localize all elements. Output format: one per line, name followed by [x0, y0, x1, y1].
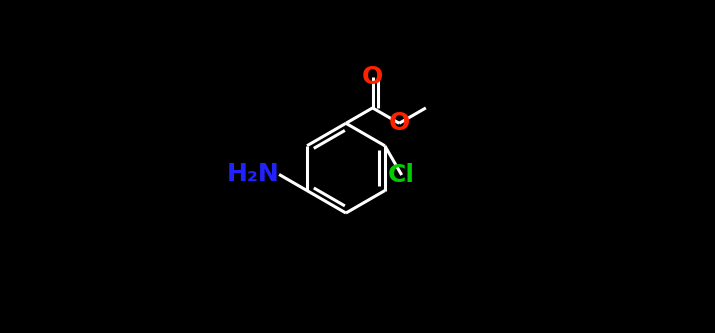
- Text: O: O: [388, 111, 410, 135]
- Text: O: O: [362, 65, 383, 89]
- Text: Cl: Cl: [388, 163, 415, 187]
- Text: H₂N: H₂N: [227, 163, 279, 186]
